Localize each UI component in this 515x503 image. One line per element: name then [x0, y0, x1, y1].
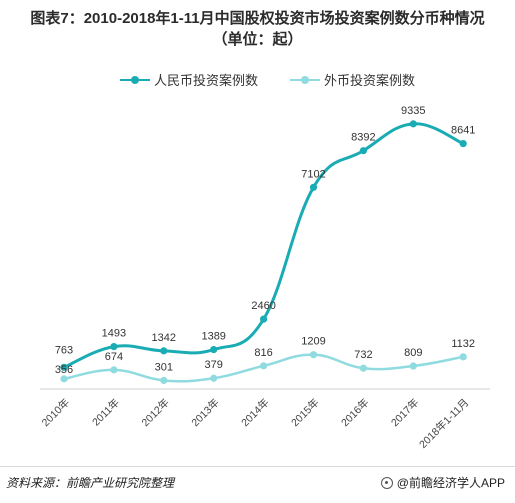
data-label-rmb: 8641 [451, 125, 475, 137]
data-label-foreign: 674 [105, 351, 123, 363]
line-chart: 2010年 2011年 2012年 2013年 2014年 2015年 2016年 2017年… [39, 105, 490, 451]
x-tick-label: 2017年 [388, 396, 421, 429]
data-point-rmb [309, 183, 318, 191]
data-label-foreign: 379 [205, 359, 223, 371]
data-point-rmb [110, 342, 118, 351]
data-point-foreign [409, 362, 417, 370]
legend-swatch-rmb [120, 75, 150, 84]
data-label-rmb: 8392 [351, 132, 375, 144]
legend-swatch-foreign [290, 75, 320, 84]
data-point-rmb [60, 363, 68, 371]
legend-label-foreign: 外币投资案例数 [324, 73, 416, 88]
x-tick-label: 2016年 [338, 396, 371, 429]
data-label-rmb: 2460 [251, 300, 275, 312]
data-point-rmb [409, 120, 417, 128]
data-label-foreign: 809 [404, 347, 422, 359]
footer-divider [0, 466, 515, 467]
data-point-foreign [210, 374, 218, 382]
brand-logo-icon [380, 476, 393, 489]
legend-item-rmb: 人民币投资案例数 [120, 70, 258, 89]
data-label-foreign: 732 [354, 349, 372, 361]
data-label-rmb: 763 [55, 344, 73, 356]
data-label-rmb: 1342 [152, 332, 176, 344]
data-point-foreign [160, 376, 168, 385]
data-point-foreign [359, 364, 367, 372]
data-point-rmb [210, 345, 218, 354]
series-line-rmb [62, 122, 465, 369]
x-tick-label: 2010年 [39, 396, 72, 429]
data-point-rmb [459, 139, 467, 148]
data-label-rmb: 1493 [102, 328, 126, 340]
data-label-rmb: 1389 [201, 331, 225, 343]
data-point-rmb [260, 315, 268, 323]
data-label-foreign: 816 [254, 347, 272, 359]
x-tick-label: 2011年 [89, 396, 122, 429]
x-tick-label: 2014年 [239, 396, 272, 429]
data-label-foreign: 1209 [301, 336, 325, 348]
chart-title: 图表7：2010-2018年1-11月中国股权投资市场投资案例数分币种情况 （单… [0, 8, 515, 50]
legend-item-foreign: 外币投资案例数 [290, 70, 415, 89]
data-label-rmb: 7102 [301, 168, 325, 180]
legend: 人民币投资案例数 外币投资案例数 [0, 70, 515, 90]
x-tick-label: 2013年 [189, 396, 222, 429]
data-point-foreign [309, 351, 318, 359]
data-point-rmb [359, 147, 367, 155]
data-point-foreign [260, 362, 268, 370]
x-tick-label: 2018年1-11月 [416, 396, 471, 451]
x-tick-label: 2012年 [139, 396, 172, 429]
data-point-foreign [459, 353, 467, 361]
data-label-foreign: 1132 [451, 338, 475, 350]
brand-credit: @前瞻经济学人APP [380, 474, 505, 491]
chart-title-line2: （单位：起） [212, 31, 303, 48]
data-label-foreign: 356 [55, 364, 73, 376]
legend-label-rmb: 人民币投资案例数 [154, 73, 259, 88]
data-point-rmb [160, 347, 168, 355]
data-point-foreign [60, 375, 68, 383]
chart-title-line1: 图表7：2010-2018年1-11月中国股权投资市场投资案例数分币种情况 [30, 10, 485, 27]
source-note: 资料来源：前瞻产业研究院整理 [6, 476, 175, 490]
x-tick-label: 2015年 [288, 396, 321, 429]
data-point-foreign [110, 366, 118, 374]
data-label-rmb: 9335 [401, 105, 425, 117]
brand-label: @前瞻经济学人APP [396, 476, 505, 490]
data-label-foreign: 301 [155, 361, 173, 373]
